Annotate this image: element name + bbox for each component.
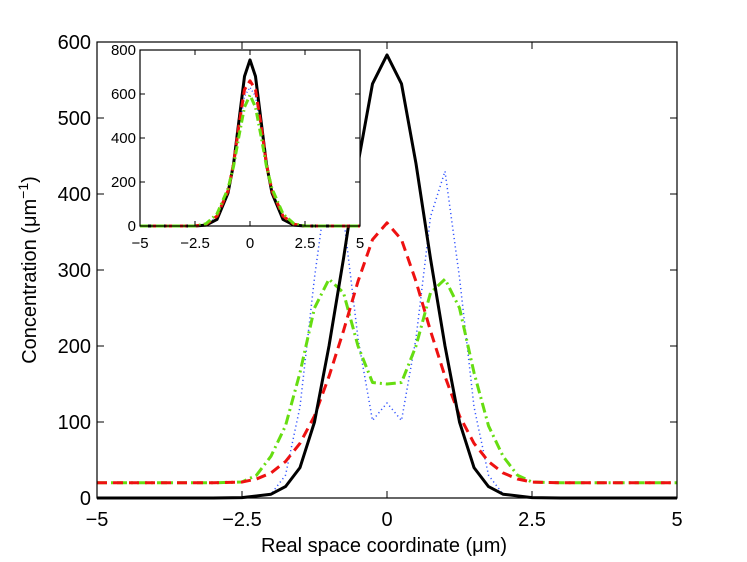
x-axis-label: Real space coordinate (μm) bbox=[261, 535, 507, 557]
main-y-tick-label: 400 bbox=[58, 184, 91, 206]
main-x-tick-label: 5 bbox=[671, 509, 682, 531]
main-y-tick-label: 0 bbox=[80, 488, 91, 510]
main-x-tick-label: 0 bbox=[381, 509, 392, 531]
main-series-dashed-line bbox=[97, 221, 677, 485]
inset-series-group bbox=[140, 58, 360, 228]
main-y-tick-label: 500 bbox=[58, 108, 91, 130]
inset-x-tick-label: −5 bbox=[131, 235, 148, 252]
inset-y-tick-label: 200 bbox=[111, 174, 136, 191]
inset-y-tick-label: 600 bbox=[111, 86, 136, 103]
inset-plot-background bbox=[140, 50, 360, 226]
inset-series-solid-line bbox=[140, 58, 360, 228]
y-axis-label-close: ) bbox=[19, 176, 41, 183]
main-x-tick-label: −2.5 bbox=[222, 509, 261, 531]
inset-series-dash-dot-line bbox=[140, 93, 360, 228]
inset-y-tick-label: 800 bbox=[111, 42, 136, 59]
inset-x-tick-label: −2.5 bbox=[180, 235, 210, 252]
main-series-dotted-line bbox=[97, 170, 677, 499]
main-x-tick-label: −5 bbox=[86, 509, 109, 531]
inset-plot: −5 −2.5 0 2.5 5 0 200 400 600 800 bbox=[111, 42, 364, 252]
y-axis-label-superscript: −1 bbox=[15, 183, 31, 199]
main-x-tick-label: 2.5 bbox=[518, 509, 546, 531]
inset-y-tick-label: 0 bbox=[128, 218, 136, 235]
inset-x-tick-label: 0 bbox=[246, 235, 254, 252]
main-y-tick-label: 300 bbox=[58, 260, 91, 282]
inset-x-tick-label: 5 bbox=[356, 235, 364, 252]
main-series-group bbox=[97, 53, 677, 500]
main-y-tick-label: 100 bbox=[58, 412, 91, 434]
main-series-solid-line bbox=[97, 53, 677, 500]
main-y-tick-label: 200 bbox=[58, 336, 91, 358]
y-axis-label: Concentration (μm−1) bbox=[15, 176, 41, 364]
inset-series-dashed-line bbox=[140, 79, 360, 228]
y-axis-label-main: Concentration (μm bbox=[19, 199, 41, 364]
main-y-tick-label: 600 bbox=[58, 32, 91, 54]
inset-y-tick-label: 400 bbox=[111, 130, 136, 147]
inset-x-tick-label: 2.5 bbox=[295, 235, 316, 252]
main-series-dash-dot-line bbox=[97, 277, 677, 485]
